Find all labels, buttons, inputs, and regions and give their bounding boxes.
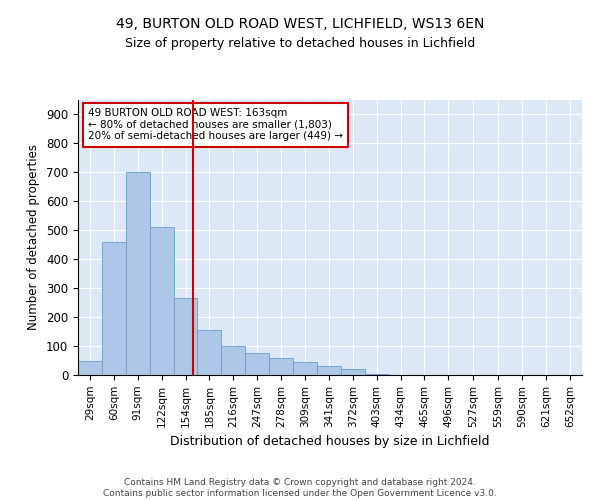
Bar bbox=[173, 298, 197, 375]
Text: Size of property relative to detached houses in Lichfield: Size of property relative to detached ho… bbox=[125, 38, 475, 51]
Bar bbox=[102, 242, 126, 375]
Bar bbox=[245, 354, 269, 375]
Bar bbox=[317, 366, 341, 375]
Bar bbox=[221, 346, 245, 375]
Bar bbox=[197, 330, 221, 375]
Bar bbox=[341, 369, 365, 375]
Bar bbox=[365, 374, 389, 375]
X-axis label: Distribution of detached houses by size in Lichfield: Distribution of detached houses by size … bbox=[170, 435, 490, 448]
Bar bbox=[126, 172, 149, 375]
Bar bbox=[149, 228, 173, 375]
Text: 49, BURTON OLD ROAD WEST, LICHFIELD, WS13 6EN: 49, BURTON OLD ROAD WEST, LICHFIELD, WS1… bbox=[116, 18, 484, 32]
Text: Contains HM Land Registry data © Crown copyright and database right 2024.
Contai: Contains HM Land Registry data © Crown c… bbox=[103, 478, 497, 498]
Y-axis label: Number of detached properties: Number of detached properties bbox=[28, 144, 40, 330]
Bar bbox=[78, 360, 102, 375]
Text: 49 BURTON OLD ROAD WEST: 163sqm
← 80% of detached houses are smaller (1,803)
20%: 49 BURTON OLD ROAD WEST: 163sqm ← 80% of… bbox=[88, 108, 343, 142]
Bar bbox=[293, 362, 317, 375]
Bar bbox=[269, 358, 293, 375]
